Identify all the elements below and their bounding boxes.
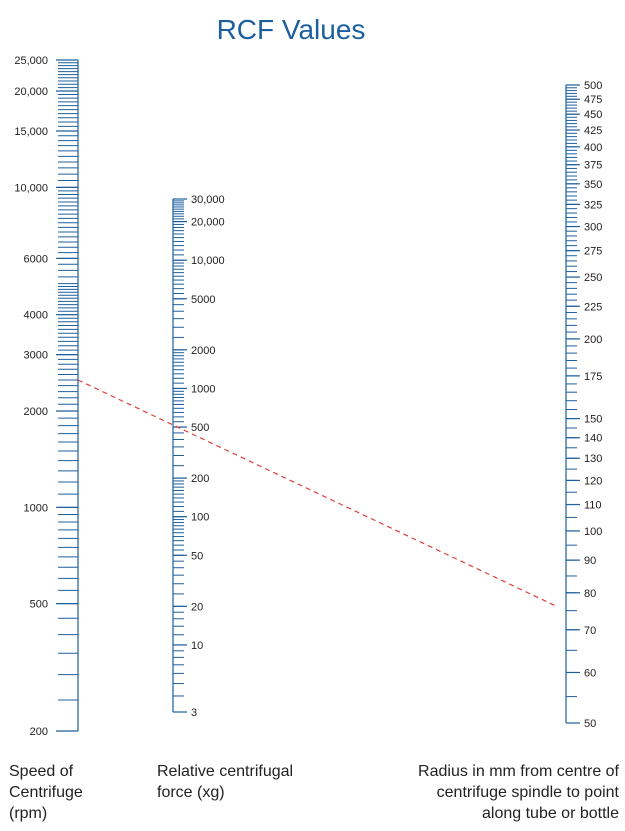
rcf-scale: 30,000 20,000 10,000 5000 2000 1000 500 200 100 5… bbox=[172, 194, 225, 719]
speed-caption-line: Speed of bbox=[9, 763, 74, 780]
rcf-tick-label: 30,000 bbox=[191, 194, 225, 206]
speed-tick-label: 15,000 bbox=[14, 126, 48, 138]
radius-tick-label: 70 bbox=[584, 625, 596, 637]
speed-tick-label: 1000 bbox=[24, 502, 48, 514]
rcf-caption-line: force (xg) bbox=[157, 784, 225, 801]
radius-caption-line: Radius in mm from centre of bbox=[418, 763, 619, 780]
radius-tick-label: 500 bbox=[584, 80, 602, 92]
rcf-tick-label: 100 bbox=[191, 512, 209, 524]
radius-caption-line: along tube or bottle bbox=[482, 805, 619, 822]
radius-tick-label: 120 bbox=[584, 475, 602, 487]
radius-tick-label: 80 bbox=[584, 588, 596, 600]
radius-axis-caption: Radius in mm from centre of centrifuge s… bbox=[359, 761, 619, 824]
radius-tick-label: 425 bbox=[584, 125, 602, 137]
speed-tick-label: 500 bbox=[30, 599, 48, 611]
speed-caption-line: Centrifuge bbox=[9, 784, 83, 801]
radius-tick-label: 100 bbox=[584, 526, 602, 538]
radius-caption-line: centrifuge spindle to point bbox=[436, 784, 619, 801]
rcf-axis-caption: Relative centrifugal force (xg) bbox=[157, 761, 327, 803]
rcf-tick-label: 20,000 bbox=[191, 217, 225, 229]
radius-tick-label: 400 bbox=[584, 142, 602, 154]
rcf-tick-label: 500 bbox=[191, 422, 209, 434]
radius-tick-label: 130 bbox=[584, 453, 602, 465]
speed-axis-caption: Speed of Centrifuge (rpm) bbox=[9, 761, 119, 824]
speed-tick-label: 4000 bbox=[24, 310, 48, 322]
rcf-tick-label: 5000 bbox=[191, 294, 215, 306]
radius-tick-label: 150 bbox=[584, 414, 602, 426]
rcf-caption-line: Relative centrifugal bbox=[157, 763, 294, 780]
radius-tick-label: 475 bbox=[584, 94, 602, 106]
radius-tick-label: 275 bbox=[584, 246, 602, 258]
radius-tick-label: 175 bbox=[584, 371, 602, 383]
rcf-tick-label: 2000 bbox=[191, 345, 215, 357]
radius-tick-label: 225 bbox=[584, 301, 602, 313]
radius-tick-label: 60 bbox=[584, 667, 596, 679]
radius-tick-label: 50 bbox=[584, 718, 596, 730]
speed-scale: 25,000 20,000 15,000 10,000 6000 4000 3000 2000… bbox=[14, 55, 79, 738]
radius-tick-label: 325 bbox=[584, 199, 602, 211]
page-title: RCF Values bbox=[216, 14, 366, 45]
radius-tick-label: 300 bbox=[584, 222, 602, 234]
example-reading-line-group bbox=[77, 379, 559, 608]
rcf-tick-label: 3 bbox=[191, 707, 197, 719]
speed-tick-label: 10,000 bbox=[14, 182, 48, 194]
rcf-tick-label: 10,000 bbox=[191, 255, 225, 267]
radius-tick-label: 90 bbox=[584, 555, 596, 567]
rcf-tick-label: 10 bbox=[191, 640, 203, 652]
rcf-tick-label: 1000 bbox=[191, 383, 215, 395]
radius-tick-label: 250 bbox=[584, 272, 602, 284]
radius-tick-label: 110 bbox=[584, 500, 602, 512]
radius-scale: 500 475 450 425 400 375 350 325 300 275 250 225 200 1… bbox=[565, 80, 602, 730]
speed-tick-label: 6000 bbox=[24, 253, 48, 265]
radius-tick-label: 450 bbox=[584, 109, 602, 121]
radius-tick-label: 140 bbox=[584, 433, 602, 445]
speed-tick-label: 20,000 bbox=[14, 86, 48, 98]
speed-tick-label: 2000 bbox=[24, 406, 48, 418]
rcf-tick-label: 20 bbox=[191, 601, 203, 613]
rcf-tick-label: 50 bbox=[191, 550, 203, 562]
radius-tick-label: 200 bbox=[584, 334, 602, 346]
radius-tick-label: 375 bbox=[584, 160, 602, 172]
radius-tick-label: 350 bbox=[584, 179, 602, 191]
speed-tick-label: 200 bbox=[30, 726, 48, 738]
example-reading-line bbox=[77, 379, 559, 608]
speed-caption-line: (rpm) bbox=[9, 805, 48, 822]
speed-tick-label: 25,000 bbox=[14, 55, 48, 67]
rcf-tick-label: 200 bbox=[191, 473, 209, 485]
speed-tick-label: 3000 bbox=[24, 350, 48, 362]
